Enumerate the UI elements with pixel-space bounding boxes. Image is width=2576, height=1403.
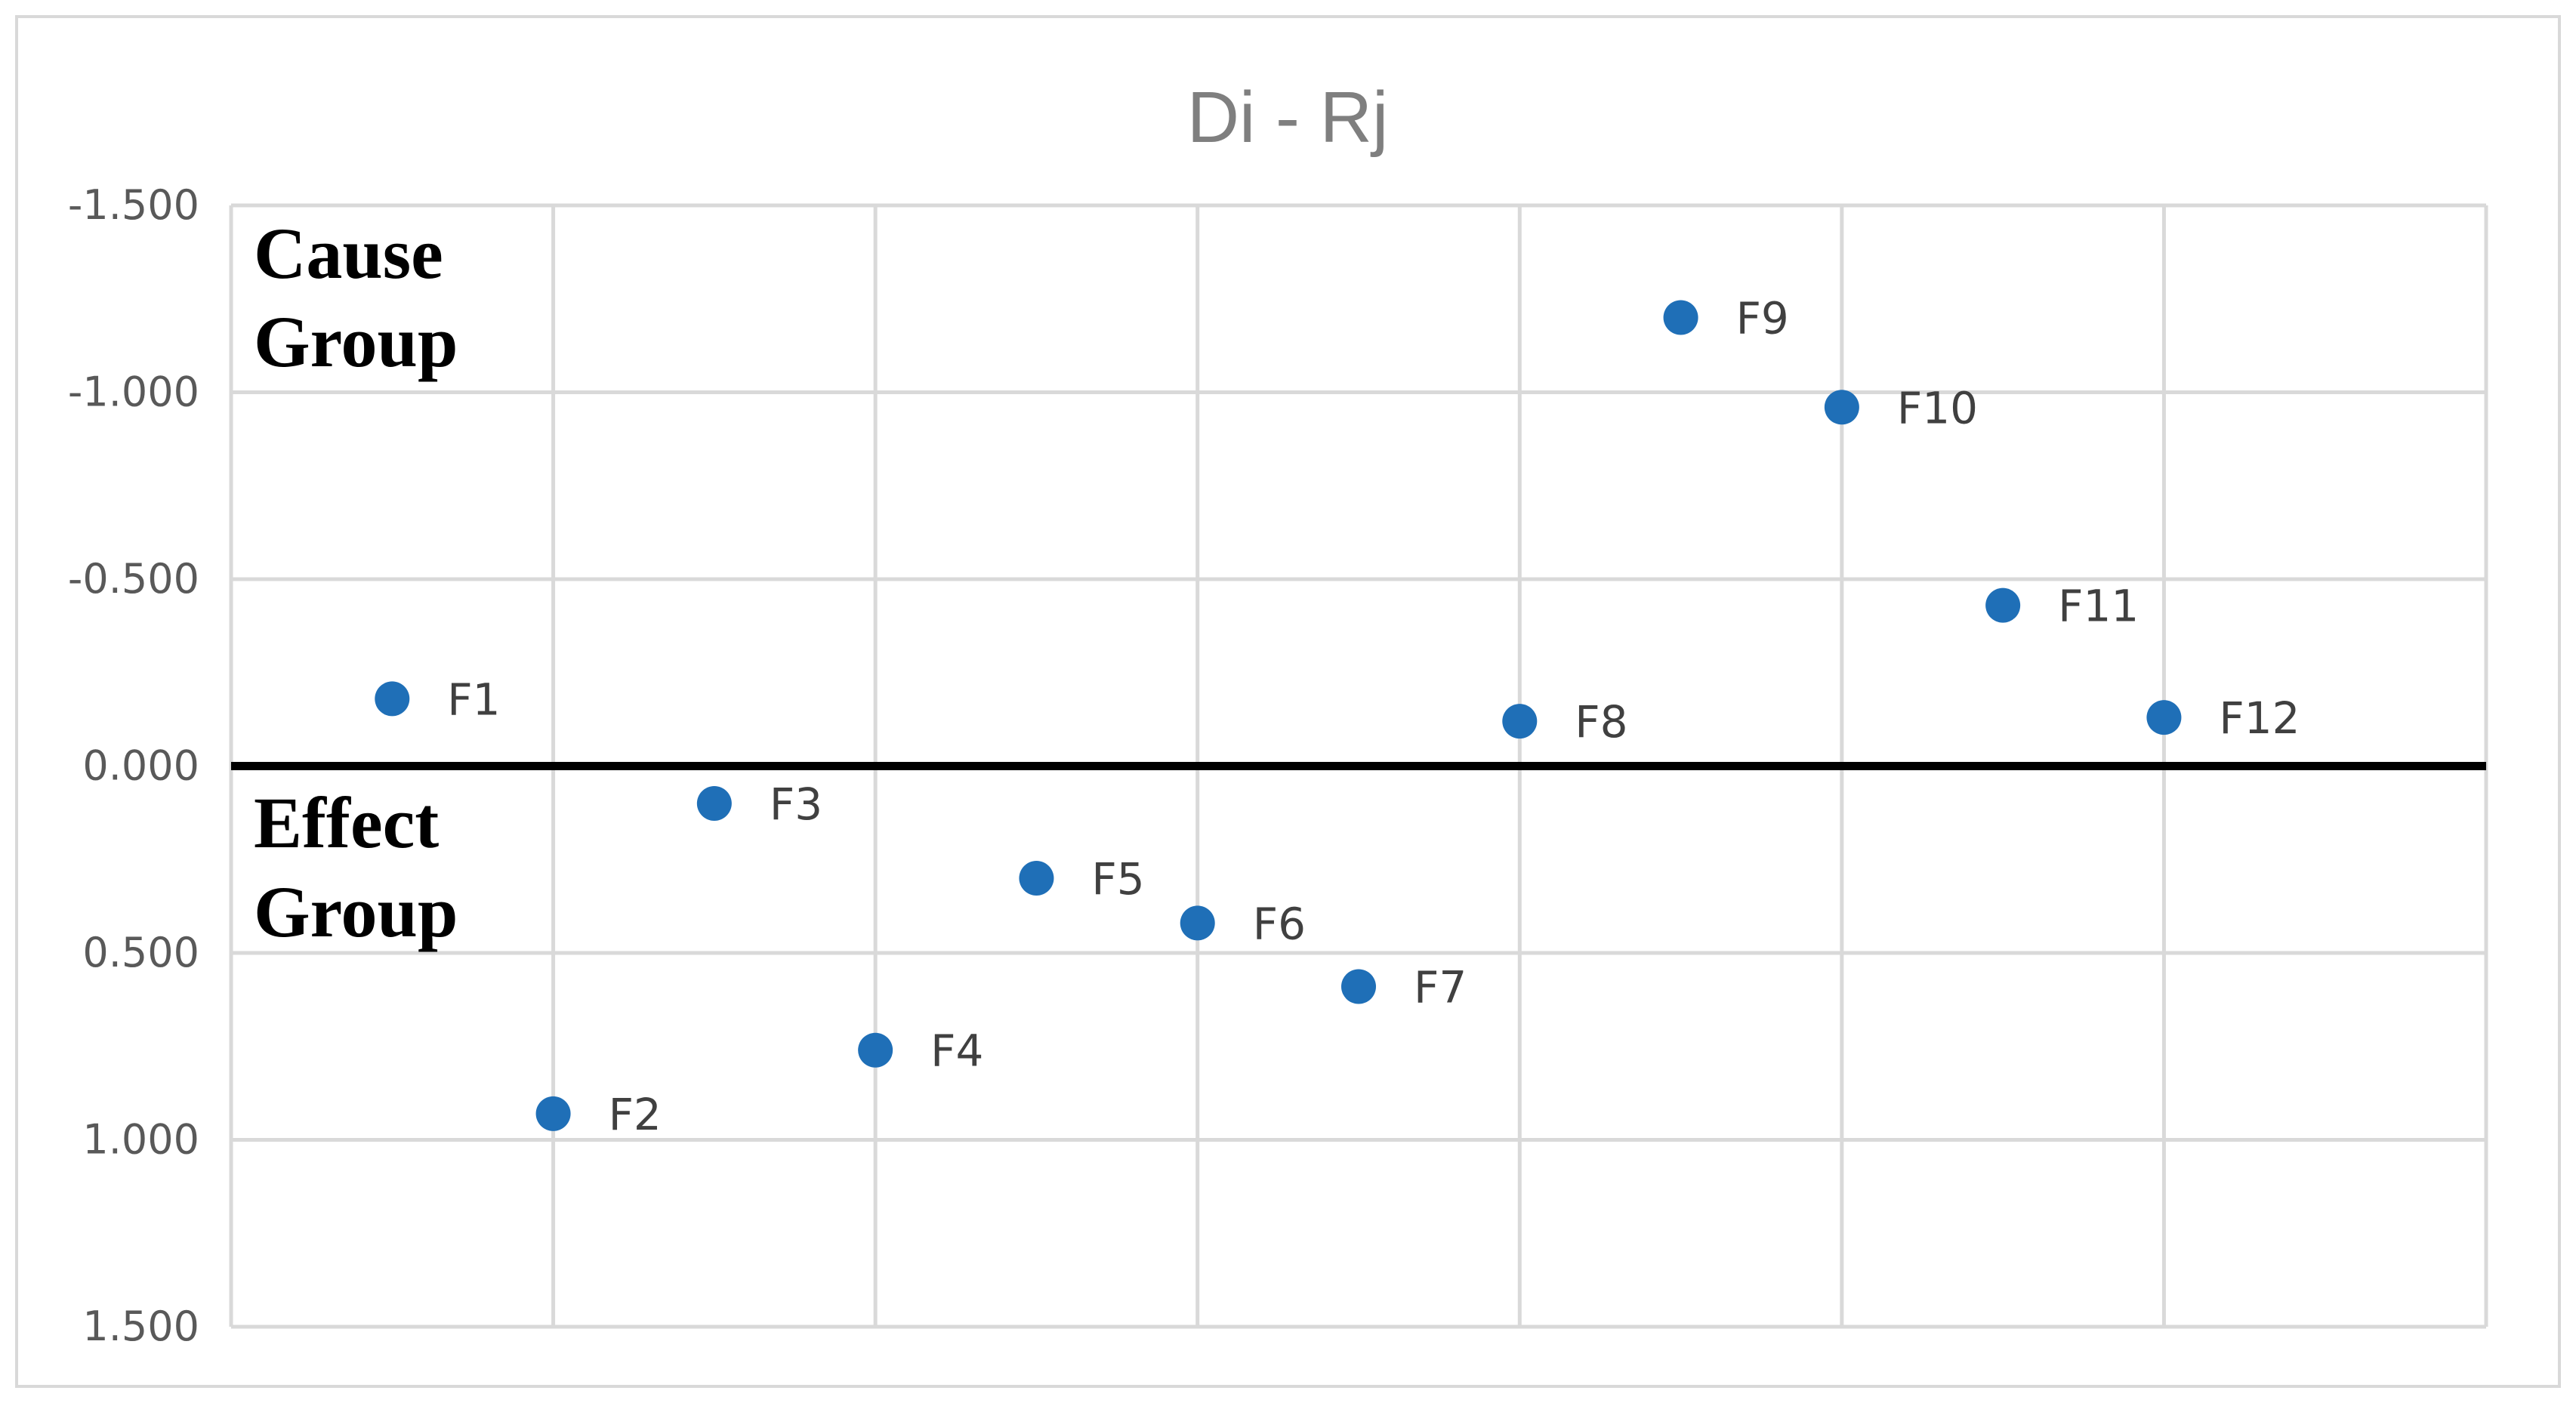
data-point-f9	[1663, 300, 1698, 335]
data-point-f11	[1985, 587, 2021, 623]
y-tick-label-4: 0.500	[82, 929, 199, 976]
point-label-f2: F2	[609, 1089, 662, 1140]
point-label-f3: F3	[770, 779, 822, 830]
y-tick-labels: -1.500 -1.000 -0.500 0.000 0.500 1.000 1.500	[68, 181, 199, 1350]
cause-group-line-1: Cause	[254, 213, 443, 294]
point-label-f7: F7	[1414, 962, 1467, 1013]
point-label-f5: F5	[1091, 853, 1144, 905]
data-point-f10	[1824, 390, 1859, 425]
y-tick-label-6: 1.500	[82, 1303, 199, 1350]
point-label-f9: F9	[1736, 293, 1789, 344]
group-annotations: Cause Group Effect Group	[254, 213, 458, 952]
point-label-f8: F8	[1575, 696, 1627, 748]
data-point-f1	[375, 681, 410, 717]
effect-group-line-2: Group	[254, 871, 458, 952]
data-point-f3	[696, 786, 732, 821]
point-label-f10: F10	[1897, 382, 1978, 433]
y-tick-label-1: -1.000	[68, 368, 199, 416]
y-tick-label-2: -0.500	[68, 555, 199, 603]
data-point-f5	[1019, 861, 1054, 896]
y-tick-label-3: 0.000	[82, 742, 199, 790]
data-points: F1 F2 F3 F4 F5 F6 F7 F8 F9 F10 F11 F12	[375, 293, 2300, 1140]
data-point-f6	[1180, 905, 1215, 941]
point-label-f12: F12	[2219, 692, 2300, 744]
point-label-f11: F11	[2058, 581, 2139, 632]
data-point-f4	[858, 1032, 893, 1068]
data-point-f7	[1341, 969, 1376, 1004]
point-label-f1: F1	[447, 674, 500, 725]
chart-title: Di - Rj	[1187, 77, 1389, 158]
data-point-f12	[2146, 700, 2182, 735]
data-point-f8	[1502, 704, 1538, 739]
point-label-f4: F4	[930, 1025, 983, 1077]
y-tick-label-0: -1.500	[68, 181, 199, 229]
y-tick-label-5: 1.000	[82, 1116, 199, 1164]
point-label-f6: F6	[1253, 898, 1306, 949]
effect-group-line-1: Effect	[254, 782, 439, 863]
cause-group-line-2: Group	[254, 301, 458, 382]
chart-frame	[15, 15, 2561, 1388]
data-point-f2	[535, 1096, 571, 1131]
